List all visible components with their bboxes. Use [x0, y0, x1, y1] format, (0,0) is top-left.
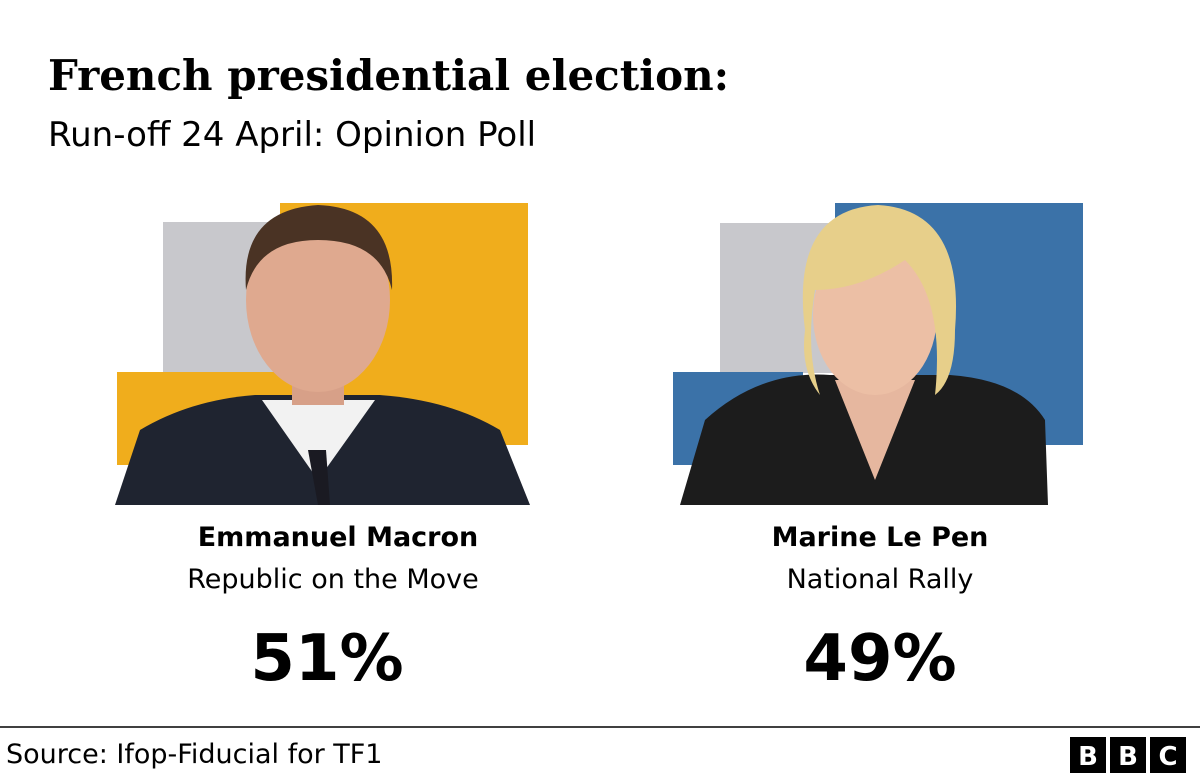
portrait-left [115, 203, 530, 505]
logo-letter: C [1158, 742, 1177, 772]
candidate-name: Emmanuel Macron [198, 522, 479, 553]
logo-letter: B [1118, 742, 1138, 772]
portrait-right [673, 203, 1083, 505]
candidate-party: National Rally [787, 564, 974, 595]
title: French presidential election: [48, 51, 729, 100]
candidate-name: Marine Le Pen [772, 522, 989, 553]
source: Source: Ifop-Fiducial for TF1 [6, 739, 382, 770]
subtitle: Run-off 24 April: Opinion Poll [48, 115, 536, 155]
candidate-party: Republic on the Move [187, 564, 479, 595]
logo-letter: B [1078, 742, 1098, 772]
candidate-share: 51% [250, 622, 403, 696]
bbc-logo: B B C [1070, 737, 1186, 773]
candidate-share: 49% [803, 622, 956, 696]
